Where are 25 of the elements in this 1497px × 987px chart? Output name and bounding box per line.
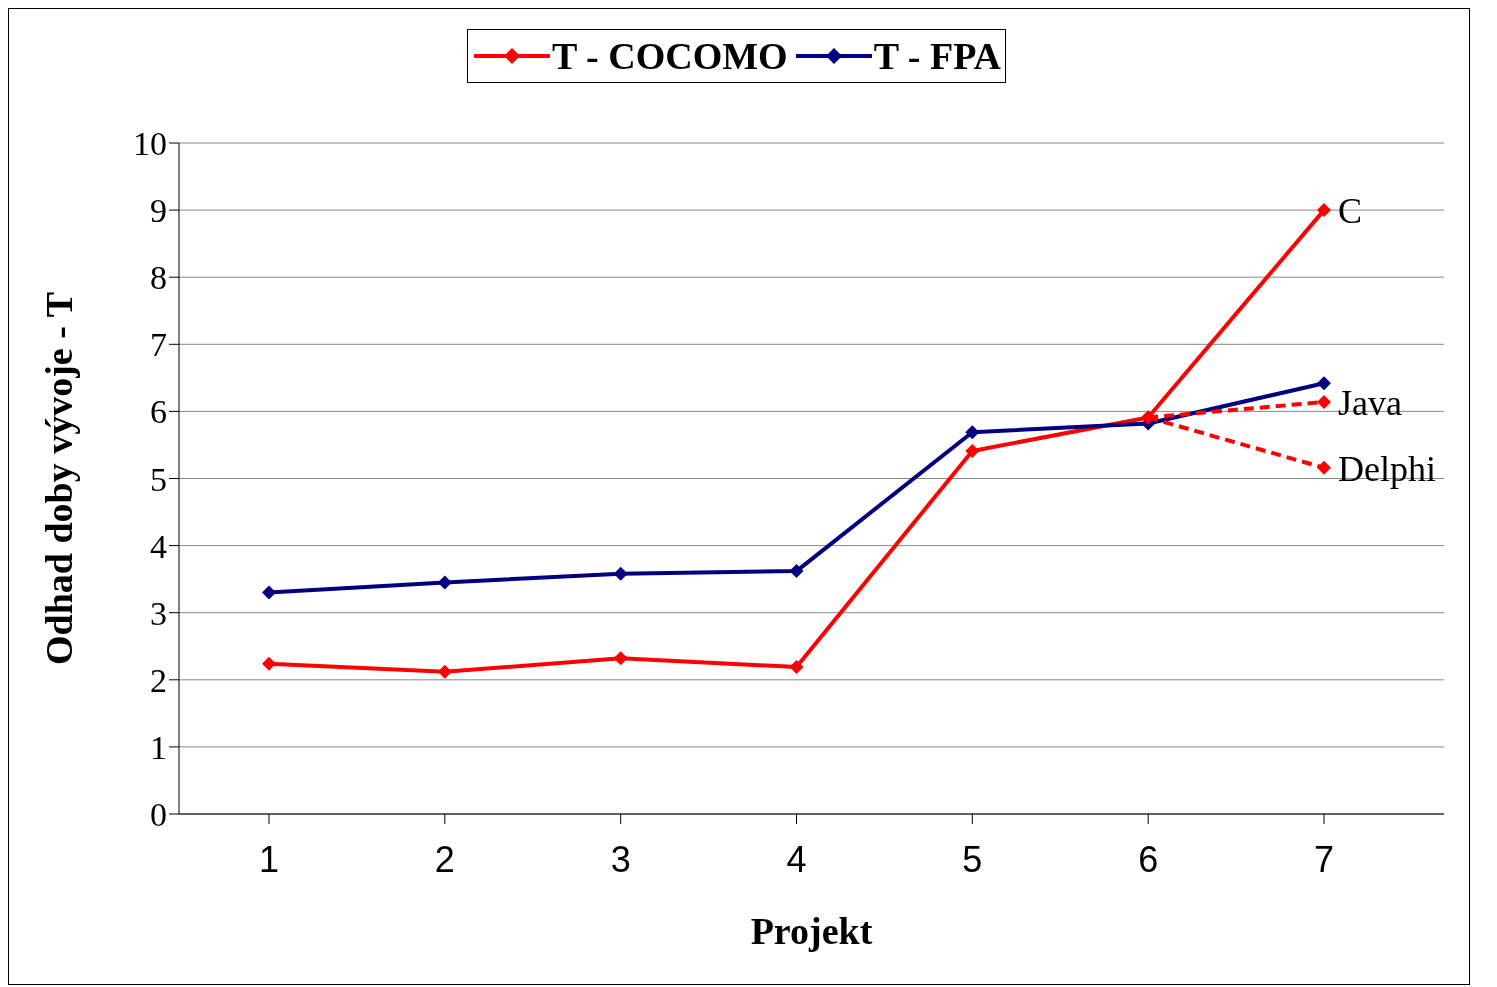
x-tick-label: 5 bbox=[962, 838, 983, 880]
y-tick-label: 0 bbox=[150, 796, 167, 834]
y-tick-label: 2 bbox=[150, 661, 167, 699]
y-axis-title: Odhad doby vývoje - T bbox=[38, 291, 81, 666]
x-axis-title: Projekt bbox=[750, 910, 873, 952]
y-tick-label: 6 bbox=[150, 393, 167, 431]
annotation: C bbox=[1338, 190, 1363, 231]
y-tick-label: 5 bbox=[150, 460, 167, 498]
annotation: Delphi bbox=[1338, 448, 1436, 489]
y-tick-label: 3 bbox=[150, 594, 167, 632]
x-tick-label: 2 bbox=[434, 838, 455, 880]
legend-label: T - COCOMO bbox=[551, 34, 788, 78]
annotation: Java bbox=[1338, 382, 1402, 423]
y-tick-label: 1 bbox=[150, 728, 167, 766]
x-tick-label: 1 bbox=[258, 838, 280, 880]
x-tick-label: 4 bbox=[786, 838, 807, 880]
y-tick-label: 8 bbox=[150, 259, 167, 297]
y-tick-label: 10 bbox=[133, 125, 167, 163]
legend-label: T - FPA bbox=[873, 34, 1002, 78]
x-tick-label: 3 bbox=[610, 838, 631, 880]
x-tick-label: 7 bbox=[1313, 838, 1335, 880]
y-tick-label: 7 bbox=[150, 326, 167, 364]
y-tick-label: 4 bbox=[150, 527, 167, 565]
y-tick-label: 9 bbox=[150, 192, 167, 230]
x-tick-label: 6 bbox=[1138, 838, 1159, 880]
